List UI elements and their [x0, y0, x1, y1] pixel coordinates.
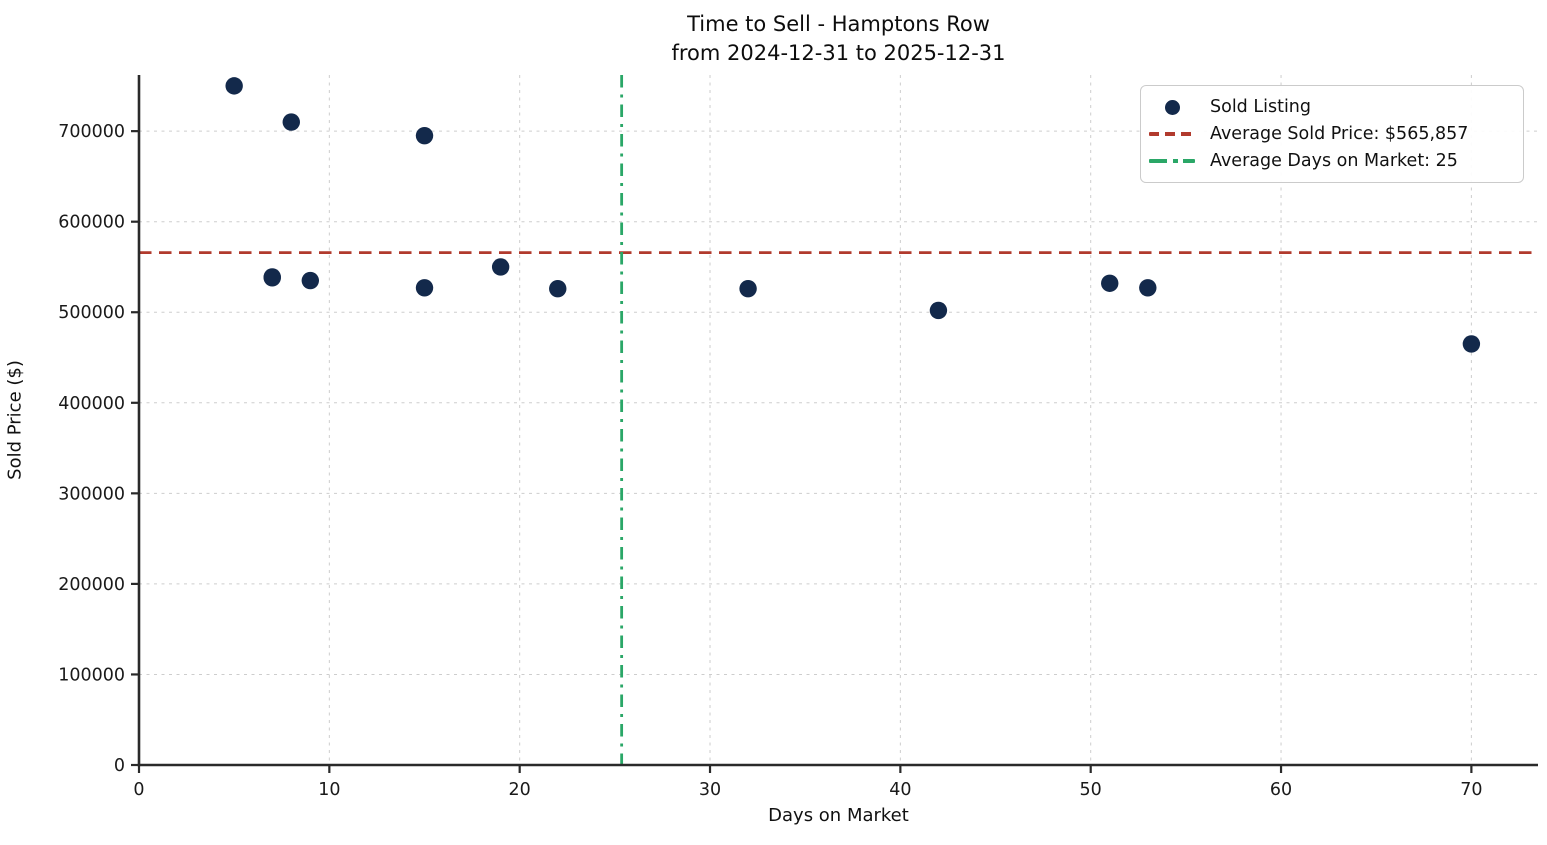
dashdot-line-icon	[1149, 159, 1195, 163]
x-tick-label: 10	[318, 780, 340, 800]
x-tick-label: 20	[509, 780, 531, 800]
legend-entry-sold-listing: Sold Listing	[1149, 97, 1513, 117]
x-tick-label: 40	[889, 780, 911, 800]
y-tick-label: 100000	[58, 665, 125, 685]
legend-entry-average-sold-price: Average Sold Price: $565,857	[1149, 124, 1513, 144]
y-tick-label: 600000	[58, 213, 125, 233]
legend-label: Sold Listing	[1210, 97, 1312, 117]
scatter-point	[491, 258, 510, 276]
scatter-point	[263, 269, 281, 287]
y-tick-label: 0	[114, 756, 125, 776]
legend-label: Average Sold Price: $565,857	[1210, 124, 1469, 144]
scatter-point	[415, 279, 434, 297]
y-axis-label: Sold Price ($)	[4, 360, 26, 480]
y-tick-label: 200000	[58, 575, 125, 595]
chart-title-line1: Time to Sell - Hamptons Row	[687, 12, 990, 36]
chart-title: Time to Sell - Hamptons Row from 2024-12…	[139, 10, 1538, 68]
scatter-point	[1139, 279, 1157, 297]
sold-listing-marker-icon	[1149, 99, 1195, 115]
y-tick-label: 300000	[58, 484, 125, 504]
x-tick-label: 30	[699, 780, 721, 800]
scatter-point	[301, 271, 320, 290]
scatter-point	[225, 77, 243, 95]
scatter-point	[1462, 335, 1481, 353]
chart-title-line2: from 2024-12-31 to 2025-12-31	[671, 41, 1006, 65]
x-tick-label: 70	[1460, 780, 1482, 800]
y-tick-label: 700000	[58, 122, 125, 142]
scatter-point	[415, 126, 434, 145]
dashed-line-icon	[1149, 132, 1195, 136]
scatter-point	[282, 113, 300, 131]
scatter-point	[929, 301, 948, 320]
x-tick-label: 50	[1080, 780, 1102, 800]
scatter-point	[549, 280, 567, 298]
legend-label: Average Days on Market: 25	[1210, 151, 1458, 171]
x-axis-label: Days on Market	[768, 805, 909, 826]
y-tick-label: 500000	[58, 303, 125, 323]
x-tick-label: 0	[133, 780, 144, 800]
scatter-point	[739, 280, 757, 298]
y-tick-label: 400000	[58, 394, 125, 414]
x-tick-label: 60	[1270, 780, 1292, 800]
legend: Sold Listing Average Sold Price: $565,85…	[1140, 85, 1524, 183]
scatter-point	[1101, 274, 1119, 292]
legend-entry-average-days: Average Days on Market: 25	[1149, 151, 1513, 171]
